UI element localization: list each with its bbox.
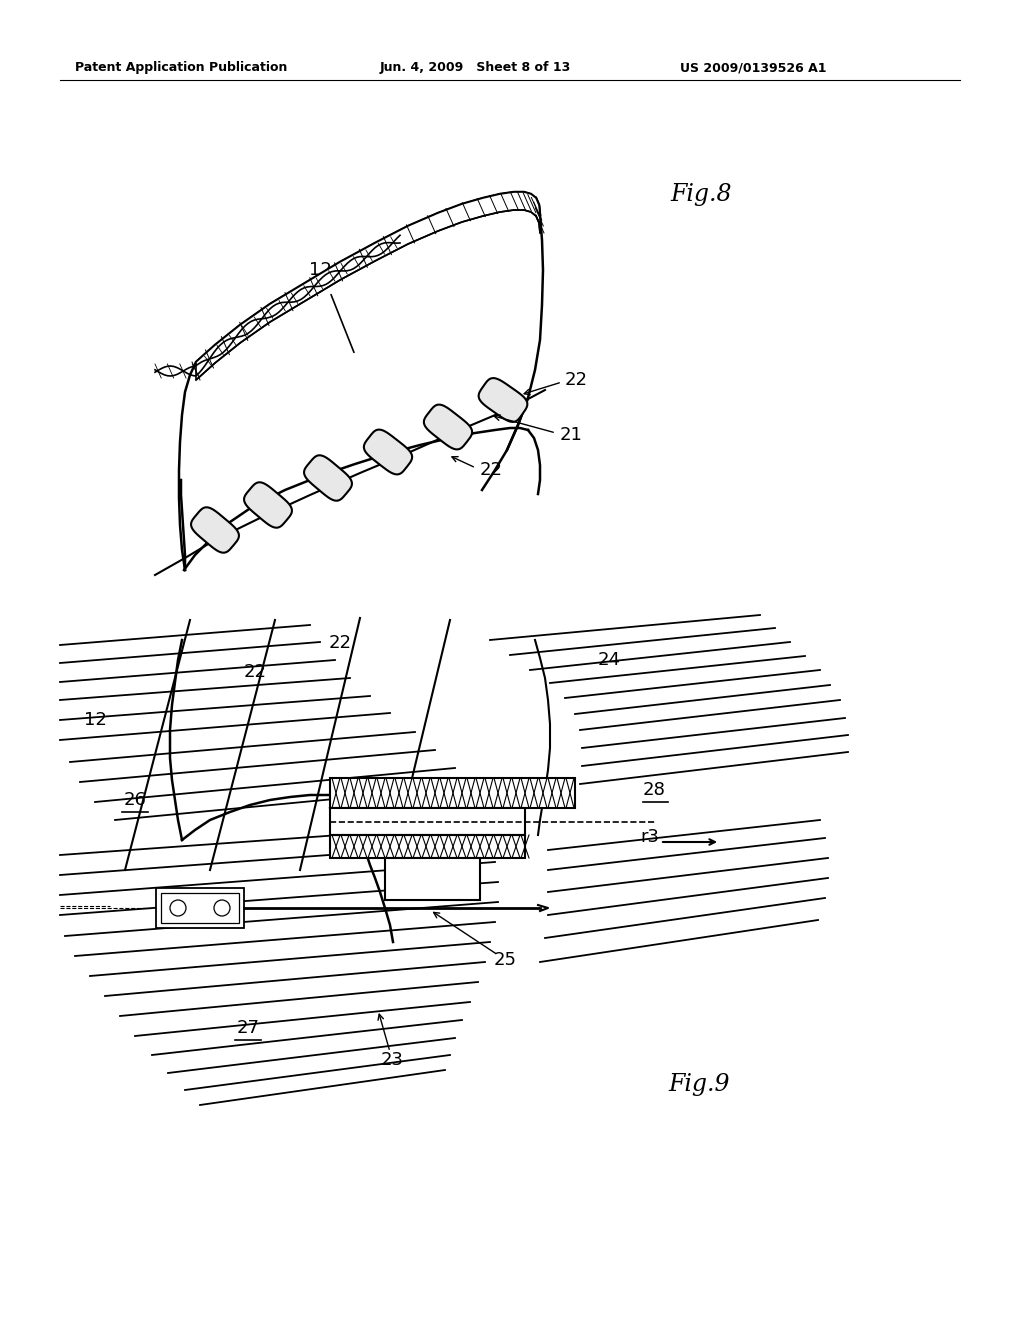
Text: 25: 25 <box>494 950 516 969</box>
Text: 22: 22 <box>565 371 588 389</box>
Text: 26: 26 <box>124 791 146 809</box>
Polygon shape <box>244 482 292 528</box>
Text: 22: 22 <box>480 461 503 479</box>
Polygon shape <box>424 405 472 449</box>
Text: 22: 22 <box>244 663 266 681</box>
Bar <box>330 836 525 858</box>
Text: 23: 23 <box>381 1051 403 1069</box>
Bar <box>385 858 480 900</box>
Text: 27: 27 <box>237 1019 259 1038</box>
Text: Fig.8: Fig.8 <box>670 183 731 206</box>
Bar <box>330 777 575 808</box>
Bar <box>330 777 575 808</box>
Polygon shape <box>478 378 527 422</box>
Text: 12: 12 <box>308 261 332 279</box>
Text: Patent Application Publication: Patent Application Publication <box>75 62 288 74</box>
Text: Fig.9: Fig.9 <box>668 1073 729 1097</box>
Circle shape <box>214 900 230 916</box>
Bar <box>330 836 525 858</box>
Polygon shape <box>304 455 352 500</box>
Text: 24: 24 <box>598 651 621 669</box>
Polygon shape <box>191 507 239 553</box>
Text: Jun. 4, 2009   Sheet 8 of 13: Jun. 4, 2009 Sheet 8 of 13 <box>380 62 571 74</box>
Text: 21: 21 <box>560 426 583 444</box>
Text: 28: 28 <box>643 781 666 799</box>
Text: 12: 12 <box>84 711 106 729</box>
Text: r3: r3 <box>640 828 659 846</box>
Polygon shape <box>179 191 543 570</box>
Polygon shape <box>196 191 540 380</box>
Text: US 2009/0139526 A1: US 2009/0139526 A1 <box>680 62 826 74</box>
Bar <box>161 894 239 923</box>
Text: 22: 22 <box>329 634 351 652</box>
Polygon shape <box>364 429 412 474</box>
Bar <box>156 888 244 928</box>
Circle shape <box>170 900 186 916</box>
Bar <box>330 808 525 836</box>
